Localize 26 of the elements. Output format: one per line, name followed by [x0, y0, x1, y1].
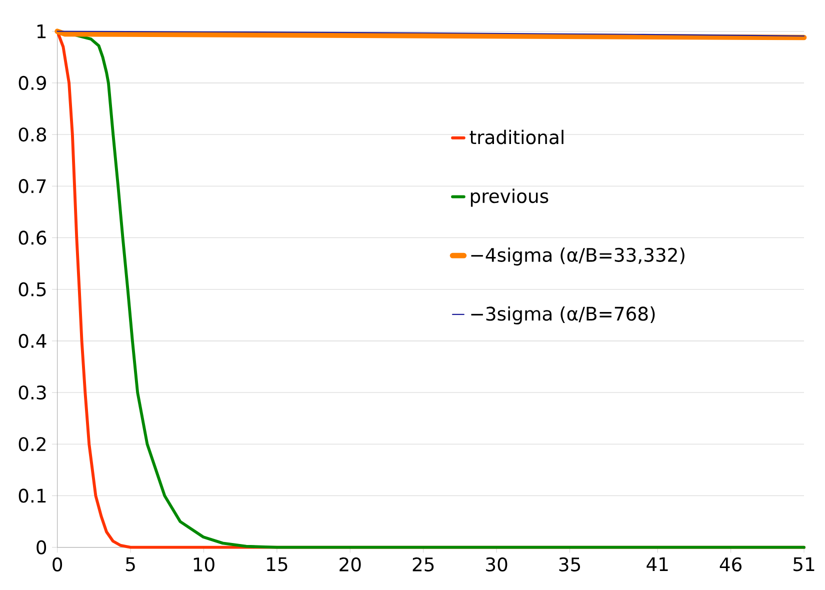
- y-tick-label: 0: [36, 540, 46, 554]
- x-tick-label: 46: [720, 557, 742, 572]
- y-tick-label: 0.2: [18, 437, 46, 452]
- legend-label: traditional: [470, 130, 564, 144]
- x-tick-label: 0: [52, 557, 62, 572]
- x-tick-label: 10: [194, 557, 214, 572]
- legend-label: −3sigma (α/B=768): [471, 306, 655, 324]
- y-tick-label: 1: [37, 24, 46, 38]
- x-tick-label: 5: [126, 557, 135, 572]
- y-tick-label: 0.3: [18, 385, 46, 400]
- x-tick-label: 30: [486, 557, 508, 572]
- y-tick-label: 0.4: [18, 334, 46, 348]
- x-tick-label: 51: [794, 557, 814, 572]
- x-tick-label: 41: [646, 557, 668, 571]
- x-tick-label: 35: [559, 557, 580, 572]
- y-tick-label: 0.9: [18, 76, 46, 90]
- legend-label: previous: [470, 188, 548, 207]
- x-tick-label: 20: [340, 557, 361, 572]
- x-tick-label: 15: [267, 557, 288, 572]
- y-tick-label: 0.1: [18, 488, 46, 503]
- y-tick-label: 0.7: [18, 179, 46, 194]
- x-tick-label: 25: [412, 557, 434, 572]
- legend-label: −4sigma (α/B=33,332): [471, 248, 684, 266]
- y-tick-label: 0.8: [18, 127, 46, 142]
- y-tick-label: 0.5: [18, 282, 46, 296]
- y-tick-label: 0.6: [18, 230, 46, 245]
